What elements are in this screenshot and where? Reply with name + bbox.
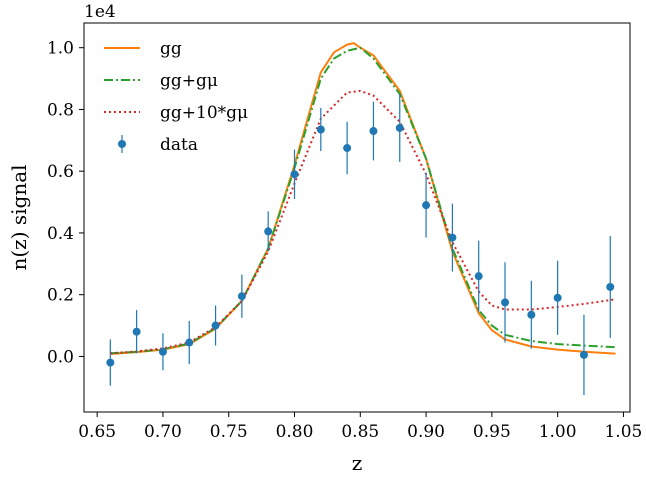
data-point <box>185 338 194 347</box>
data-point <box>422 201 431 210</box>
data-point <box>132 327 141 336</box>
data-point <box>343 144 352 153</box>
series-line-1 <box>110 46 616 355</box>
data-point <box>264 227 273 236</box>
axes-frame <box>83 22 631 413</box>
x-tick-label: 1.05 <box>604 422 642 442</box>
legend-swatch-marker <box>118 140 126 148</box>
data-point <box>553 293 562 302</box>
x-tick-label: 0.90 <box>407 422 445 442</box>
data-point <box>527 310 536 319</box>
legend-label-2: gg+10*gμ <box>160 103 248 123</box>
y-tick-label: 0.8 <box>47 100 74 120</box>
series-line-2 <box>110 89 616 355</box>
y-tick-label: 0.6 <box>47 162 74 182</box>
x-axis: 0.65 0.70 0.75 0.80 0.85 0.90 0.95 1.00 1.05 <box>78 412 642 442</box>
legend-label-1: gg+gμ <box>160 71 218 91</box>
data-point <box>579 350 588 359</box>
data-point <box>316 125 325 134</box>
x-tick-label: 1.00 <box>539 422 577 442</box>
data-point <box>395 123 404 132</box>
data-point <box>448 233 457 242</box>
y-tick-label: 0.4 <box>47 224 74 244</box>
y-axis-label: n(z) signal <box>7 164 31 270</box>
data-point <box>606 282 615 291</box>
data-point <box>158 347 167 356</box>
x-tick-label: 0.75 <box>210 422 248 442</box>
legend-label-0: gg <box>160 39 182 59</box>
legend-label-3: data <box>160 135 198 155</box>
data-point <box>474 272 483 281</box>
y-axis: 0.0 0.2 0.4 0.6 0.8 1.0 <box>47 39 84 367</box>
data-point <box>369 127 378 136</box>
x-axis-label: z <box>352 451 363 475</box>
x-tick-label: 0.95 <box>473 422 511 442</box>
data-point <box>501 298 510 307</box>
legend: gg gg+gμ gg+10*gμ data <box>104 39 248 155</box>
y-tick-label: 0.0 <box>47 347 74 367</box>
data-point <box>106 358 115 367</box>
x-tick-label: 0.80 <box>276 422 314 442</box>
x-tick-label: 0.70 <box>144 422 182 442</box>
y-tick-label: 1.0 <box>47 39 74 59</box>
y-offset-label: 1e4 <box>84 2 116 22</box>
x-tick-label: 0.65 <box>78 422 116 442</box>
y-tick-label: 0.2 <box>47 286 74 306</box>
data-point <box>211 321 220 330</box>
data-point <box>237 292 246 301</box>
x-tick-label: 0.85 <box>341 422 379 442</box>
data-point <box>290 170 299 179</box>
plot-area <box>106 42 616 396</box>
